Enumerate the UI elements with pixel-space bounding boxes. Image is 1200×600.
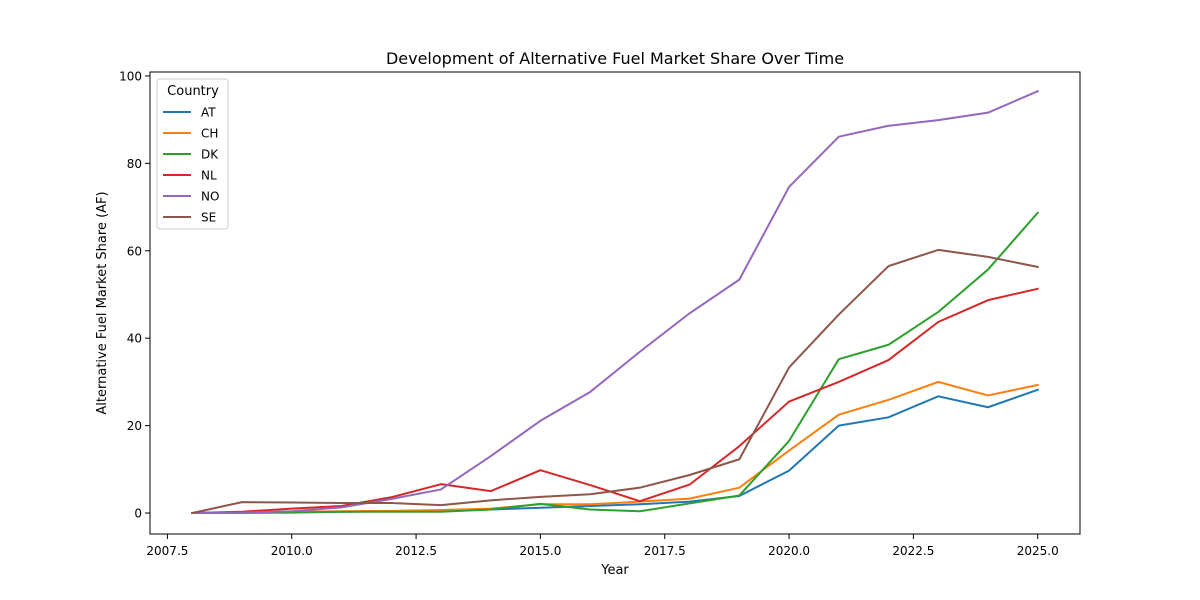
legend-box (156, 78, 229, 230)
y-tick-label: 80 (127, 157, 142, 171)
legend-entry-dk: DK (163, 148, 219, 162)
legend: Country AT CH DK NL NO SE (156, 78, 229, 230)
legend-label: CH (201, 127, 218, 141)
series-line-se (191, 248, 1039, 515)
y-tick-label: 60 (127, 244, 142, 258)
legend-label: NL (201, 169, 217, 183)
y-tick-label: 100 (119, 69, 142, 83)
legend-entry-at: AT (163, 106, 216, 120)
legend-label: NO (201, 190, 219, 204)
legend-title: Country (167, 84, 219, 99)
x-tick-label: 2017.5 (644, 544, 686, 558)
x-tick-label: 2007.5 (146, 544, 188, 558)
x-axis-label: Year (600, 563, 629, 578)
series-line-nl (191, 287, 1039, 515)
x-tick-label: 2020.0 (768, 544, 810, 558)
x-tick-label: 2022.5 (892, 544, 934, 558)
legend-label: SE (201, 211, 216, 225)
legend-label: DK (201, 148, 219, 162)
chart-title: Development of Alternative Fuel Market S… (386, 49, 844, 68)
legend-label: AT (201, 106, 216, 120)
legend-entry-nl: NL (163, 169, 217, 183)
y-tick-label: 20 (127, 419, 142, 433)
legend-entry-no: NO (163, 190, 219, 204)
legend-entry-ch: CH (163, 127, 218, 141)
x-tick-label: 2015.0 (519, 544, 561, 558)
y-tick-label: 40 (127, 332, 142, 346)
series-line-dk (191, 211, 1040, 515)
x-tick-label: 2012.5 (395, 544, 437, 558)
legend-entry-se: SE (163, 211, 216, 225)
y-axis-label: Alternative Fuel Market Share (AF) (95, 191, 110, 414)
x-tick-label: 2025.0 (1017, 544, 1059, 558)
y-tick-label: 0 (134, 507, 142, 521)
x-tick-label: 2010.0 (271, 544, 313, 558)
series-line-no (191, 89, 1040, 515)
plot-frame (149, 71, 1081, 535)
